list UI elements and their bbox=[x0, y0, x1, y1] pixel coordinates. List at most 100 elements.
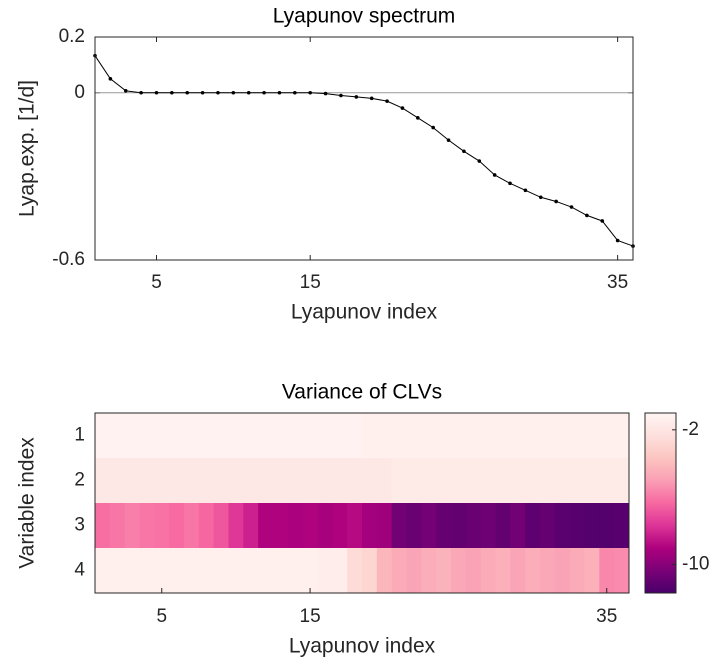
heatmap-cell bbox=[198, 413, 215, 459]
data-point bbox=[523, 188, 528, 193]
data-point bbox=[262, 90, 266, 95]
heatmap-cell bbox=[109, 458, 126, 504]
heatmap-cell bbox=[540, 413, 556, 459]
heatmap-cell bbox=[228, 458, 244, 504]
heatmap-cell bbox=[584, 413, 600, 459]
heatmap-cell bbox=[376, 548, 393, 594]
heatmap-cell bbox=[406, 548, 422, 594]
data-point bbox=[323, 91, 328, 96]
heatmap-cell bbox=[376, 413, 393, 459]
heatmap-cell bbox=[95, 548, 111, 594]
heatmap-cell bbox=[391, 413, 407, 459]
heatmap-cell bbox=[273, 548, 289, 594]
x-tick-label: 15 bbox=[300, 606, 321, 627]
heatmap-cell bbox=[569, 548, 585, 594]
heatmap-cell bbox=[362, 503, 378, 549]
heatmap-cell bbox=[109, 503, 126, 549]
data-point bbox=[400, 106, 405, 110]
heatmap-cell bbox=[184, 458, 200, 504]
heatmap-cell bbox=[184, 548, 200, 594]
heatmap-cell bbox=[243, 458, 259, 504]
data-point bbox=[416, 116, 420, 120]
heatmap-cell bbox=[184, 413, 200, 459]
data-point bbox=[170, 90, 174, 95]
heatmap-cell bbox=[332, 548, 348, 594]
heatmap-cell bbox=[480, 503, 496, 549]
heatmap-cell bbox=[258, 503, 274, 549]
heatmap-cell bbox=[317, 548, 333, 594]
heatmap-cell bbox=[243, 413, 259, 459]
heatmap-cell bbox=[258, 413, 274, 459]
heatmap-cell bbox=[169, 503, 185, 549]
x-axis-label: Lyapunov index bbox=[291, 301, 438, 324]
heatmap-cell bbox=[243, 503, 259, 549]
heatmap-cell bbox=[614, 503, 630, 549]
heatmap-cell bbox=[258, 458, 274, 504]
y-tick-label: 3 bbox=[74, 515, 85, 536]
heatmap-cell bbox=[258, 548, 274, 594]
heatmap-cell bbox=[376, 503, 393, 549]
heatmap-cell bbox=[332, 458, 348, 504]
heatmap-cell bbox=[451, 413, 467, 459]
heatmap-cell bbox=[213, 548, 229, 594]
heatmap-cell bbox=[139, 413, 155, 459]
colorbar-box bbox=[644, 412, 677, 594]
heatmap-cell bbox=[451, 458, 467, 504]
heatmap-cell bbox=[273, 503, 289, 549]
heatmap-cell bbox=[287, 413, 304, 459]
heatmap-cell bbox=[302, 503, 318, 549]
heatmap-cell bbox=[154, 458, 170, 504]
heatmap-cell bbox=[95, 503, 111, 549]
heatmap-cell bbox=[228, 413, 244, 459]
y-tick-label: 0.2 bbox=[59, 26, 85, 47]
data-point bbox=[462, 149, 466, 154]
heatmap-cell bbox=[525, 548, 541, 594]
data-point bbox=[139, 90, 143, 95]
heatmap-cell bbox=[139, 548, 155, 594]
heatmap-cell bbox=[436, 503, 452, 549]
data-point bbox=[477, 159, 482, 163]
heatmap-cell bbox=[302, 548, 318, 594]
data-point bbox=[585, 213, 589, 218]
heatmap-cell bbox=[554, 548, 571, 594]
heatmap-cell bbox=[124, 458, 140, 504]
heatmap-cell bbox=[391, 548, 407, 594]
heatmap-cell bbox=[421, 548, 437, 594]
data-point bbox=[185, 90, 190, 95]
y-tick-label: 4 bbox=[74, 560, 85, 581]
heatmap-cell bbox=[554, 458, 571, 504]
x-tick-label: 15 bbox=[300, 272, 321, 293]
data-point bbox=[354, 95, 359, 99]
heatmap-cell bbox=[406, 413, 422, 459]
heatmap-cell bbox=[391, 503, 407, 549]
data-point bbox=[246, 90, 251, 95]
heatmap-cell bbox=[525, 413, 541, 459]
heatmap-cell bbox=[495, 413, 511, 459]
heatmap-cell bbox=[480, 458, 496, 504]
y-axis-label: Variable index bbox=[16, 437, 39, 569]
heatmap-cell bbox=[614, 548, 630, 594]
data-point bbox=[216, 90, 220, 95]
heatmap-cell bbox=[198, 548, 215, 594]
x-tick-label: 5 bbox=[151, 272, 162, 293]
heatmap-cell bbox=[154, 413, 170, 459]
heatmap-cell bbox=[302, 413, 318, 459]
heatmap-cell bbox=[406, 503, 422, 549]
heatmap-cell bbox=[169, 413, 185, 459]
data-point bbox=[293, 90, 297, 95]
data-point bbox=[123, 88, 128, 93]
heatmap-cell bbox=[287, 503, 304, 549]
heatmap-cell bbox=[540, 503, 556, 549]
data-point bbox=[108, 77, 113, 81]
data-point bbox=[308, 90, 313, 95]
heatmap-cell bbox=[480, 413, 496, 459]
heatmap-cell bbox=[599, 413, 615, 459]
heatmap-cell bbox=[109, 548, 126, 594]
heatmap-cell bbox=[243, 548, 259, 594]
heatmap-cell bbox=[169, 548, 185, 594]
heatmap-cell bbox=[198, 503, 215, 549]
heatmap-cell bbox=[495, 548, 511, 594]
colorbar-tick-label: -2 bbox=[682, 419, 699, 440]
heatmap-cell bbox=[421, 503, 437, 549]
